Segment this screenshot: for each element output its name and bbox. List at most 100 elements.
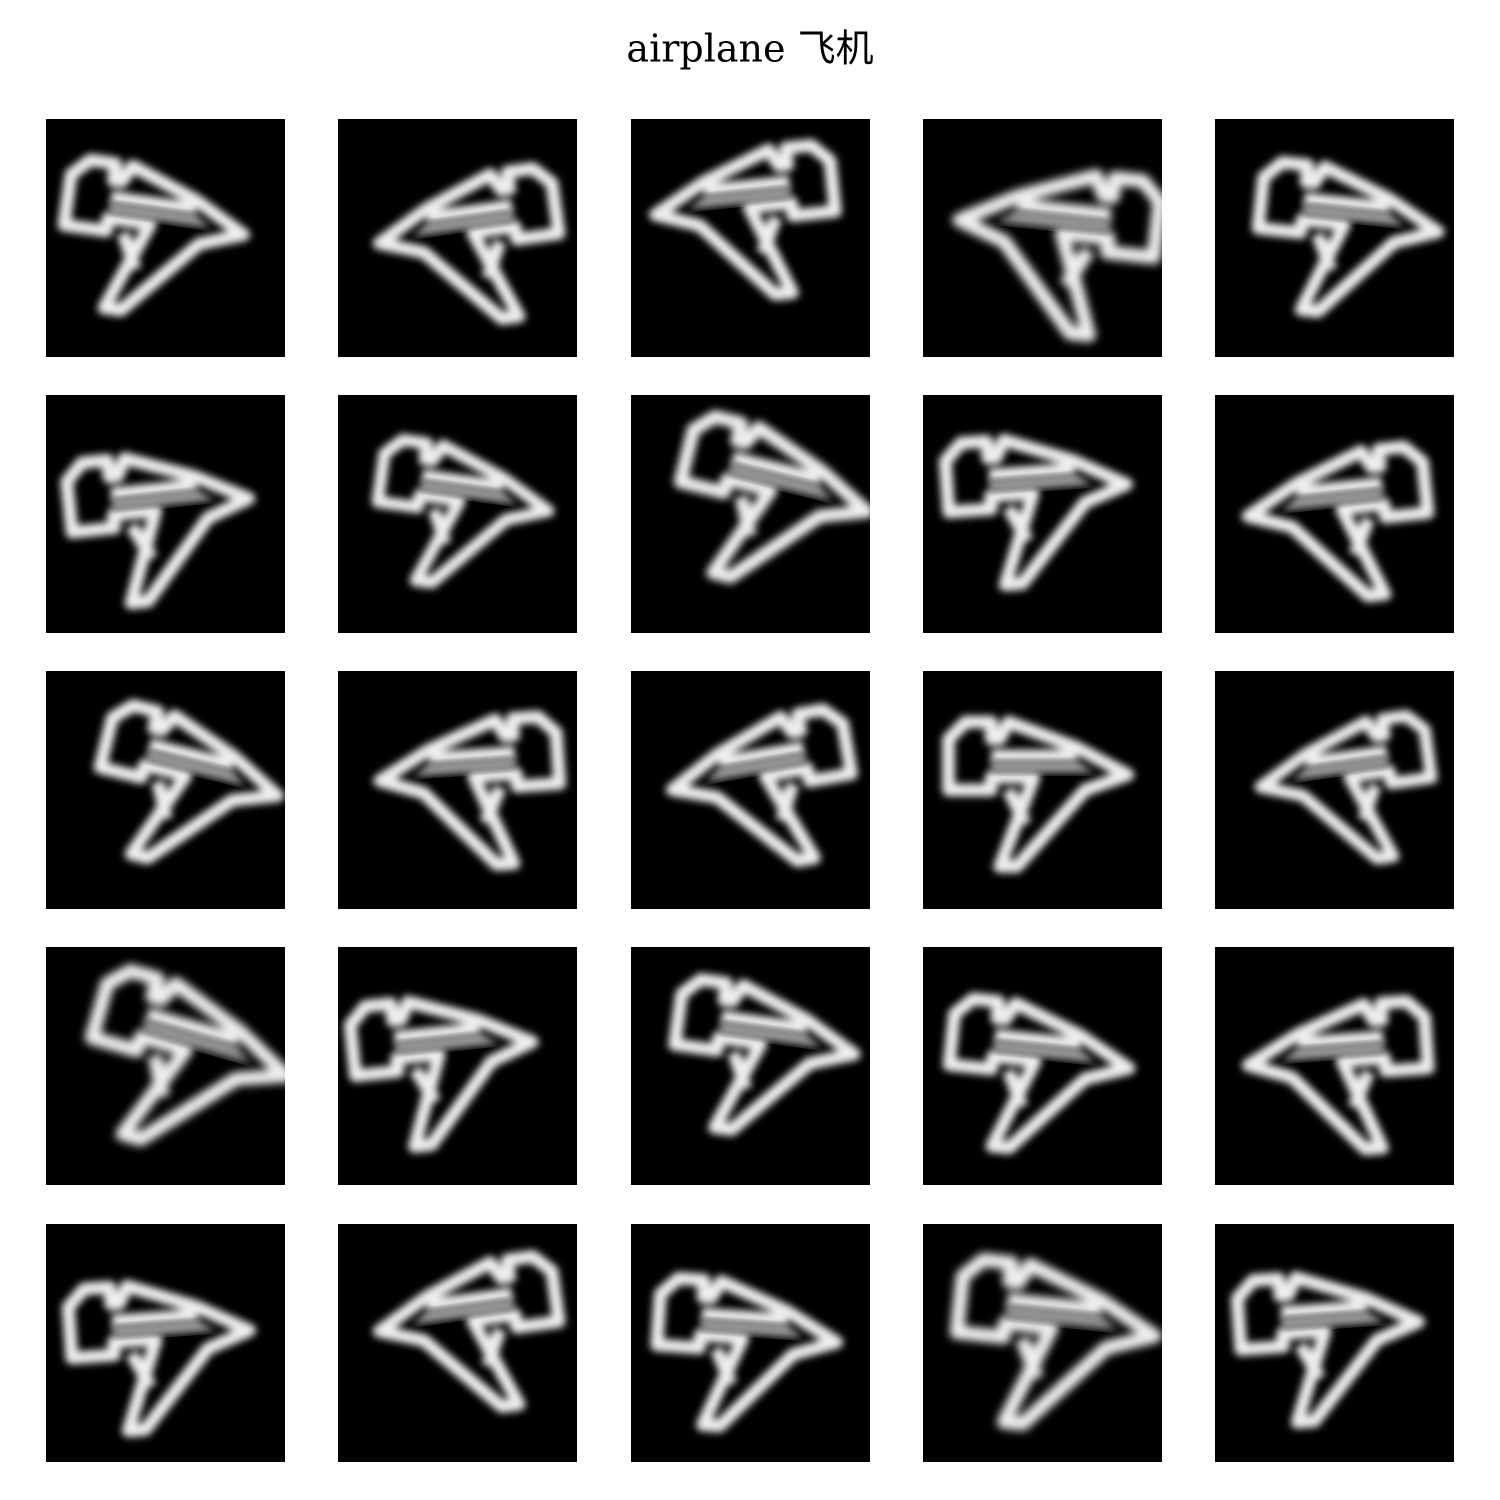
airplane-fill [996,210,1111,234]
image-background [338,947,577,1185]
image-tile [923,947,1162,1185]
airplane-glyph [949,1252,1162,1431]
image-tile [1215,671,1454,909]
image-tile [338,119,577,357]
airplane-fill [420,479,517,505]
image-viewport [949,1252,1162,1431]
image-viewport [372,1250,566,1414]
airplane-glyph [952,169,1162,343]
airplane-glyph [57,153,251,317]
airplane-fill [989,473,1093,493]
airplane-glyph [650,1271,844,1433]
image-tile [46,1224,285,1462]
title: airplane 飞机 [626,27,873,71]
airplane-fill [142,1019,251,1064]
image-tile [1215,1224,1454,1462]
airplane-glyph [668,973,861,1137]
airplane-fill [1302,203,1405,227]
airplane-glyph [343,995,539,1153]
image-viewport [942,715,1135,873]
image-tile [1215,395,1454,633]
image-viewport [373,710,567,871]
image-viewport [60,452,256,610]
airplane-glyph [60,452,256,610]
airplane-fill [108,201,211,229]
image-viewport [938,433,1133,592]
image-tile [46,119,285,357]
image-grid [46,119,1454,1462]
airplane-glyph [61,1279,256,1438]
image-tile [631,671,870,909]
image-tile [923,395,1162,633]
airplane-fill [1281,487,1384,511]
image-tile [46,395,285,633]
airplane-glyph [371,433,555,589]
airplane-fill [111,489,215,511]
image-background [1215,671,1454,909]
airplane-glyph [1241,994,1435,1156]
airplane-glyph [84,963,285,1147]
image-tile [631,119,870,357]
image-viewport [372,162,566,326]
image-tile [923,1224,1162,1462]
image-viewport [942,992,1136,1155]
airplane-fill [719,1020,821,1048]
image-viewport [673,410,870,584]
image-viewport [1251,156,1445,318]
airplane-fill [700,1318,803,1339]
image-viewport [57,153,251,317]
airplane-fill [1005,1304,1118,1331]
airplane-glyph [372,162,566,326]
image-viewport [1254,709,1438,865]
image-tile [46,947,285,1185]
airplane-glyph [1241,440,1435,603]
airplane-fill [112,1319,216,1339]
image-viewport [61,1279,256,1438]
airplane-glyph [942,715,1135,873]
image-viewport [84,963,285,1147]
image-viewport [668,973,861,1137]
image-tile [1215,947,1454,1185]
airplane-fill [1292,755,1389,781]
image-tile [631,1224,870,1462]
image-viewport [343,995,539,1153]
image-background [46,119,285,357]
image-tile [338,671,577,909]
airplane-fill [993,1039,1096,1063]
airplane-glyph [373,710,567,871]
airplane-glyph [942,992,1136,1155]
image-background [923,119,1162,357]
image-viewport [371,433,555,589]
airplane-fill [412,209,515,237]
image-tile [338,1224,577,1462]
image-tile [923,119,1162,357]
image-viewport [952,169,1162,343]
airplane-glyph [372,1250,566,1414]
image-tile [631,395,870,633]
image-tile [338,947,577,1185]
airplane-fill [689,186,792,210]
airplane-glyph [665,703,858,868]
airplane-glyph [1230,1271,1425,1429]
airplane-fill [394,1032,499,1055]
image-viewport [1230,1271,1425,1429]
airplane-glyph [938,433,1133,592]
airplane-fill [413,756,516,777]
image-viewport [1241,440,1435,603]
airplane-glyph [649,139,842,301]
image-viewport [1241,994,1435,1156]
airplane-fill [1281,1310,1385,1330]
image-viewport [665,703,858,868]
image-viewport [649,139,842,301]
airplane-glyph [1251,156,1445,318]
image-tile [923,671,1162,909]
airplane-fill [1282,1041,1385,1062]
image-viewport [93,699,285,865]
image-background [46,1224,285,1462]
image-background [46,395,285,633]
airplane-fill [145,748,245,786]
image-viewport [650,1271,844,1433]
airplane-fill [728,462,833,502]
